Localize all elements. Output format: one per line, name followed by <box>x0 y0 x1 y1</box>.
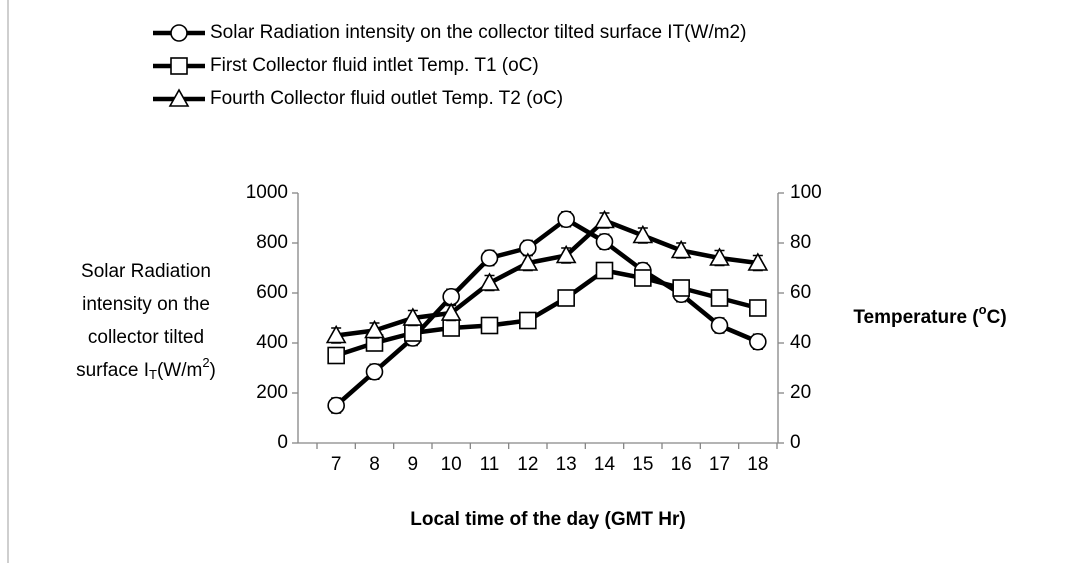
y2-tick-label: 80 <box>790 232 811 253</box>
y-label-sup: 2 <box>202 355 209 370</box>
legend-label: First Collector fluid intlet Temp. T1 (o… <box>210 55 539 76</box>
series-line <box>335 218 759 338</box>
marker <box>480 249 499 267</box>
y-tick-label: 600 <box>256 282 288 303</box>
x-tick-label: 10 <box>441 454 462 475</box>
x-tick-label: 9 <box>408 454 419 475</box>
y-tick-label: 1000 <box>246 182 288 203</box>
marker <box>168 88 190 107</box>
marker <box>555 244 577 264</box>
y-tick-label: 400 <box>256 332 288 353</box>
marker <box>557 210 575 229</box>
marker <box>595 232 614 251</box>
marker <box>479 272 500 291</box>
y-tick-label: 0 <box>277 432 288 453</box>
y-axis-label: Solar Radiation intensity on the collect… <box>76 261 216 382</box>
y2-tick-label: 40 <box>790 332 811 353</box>
marker <box>672 279 690 297</box>
y-tick-label: 200 <box>256 382 288 403</box>
legend-label: Solar Radiation intensity on the collect… <box>210 22 746 43</box>
marker <box>632 224 654 244</box>
marker <box>519 311 537 330</box>
x-tick-label: 15 <box>632 454 653 475</box>
marker <box>747 252 769 271</box>
x-tick-label: 11 <box>480 454 500 475</box>
x-tick-label: 16 <box>671 454 692 475</box>
marker <box>670 239 692 259</box>
y-axis-label-line: Solar Radiation <box>81 261 211 282</box>
y2-tick-label: 60 <box>790 282 811 303</box>
y2-label-sup: o <box>979 302 987 317</box>
series <box>327 261 767 365</box>
x-tick-label: 13 <box>556 454 577 475</box>
series-line <box>334 217 759 408</box>
y-label-sub: T <box>149 367 157 382</box>
x-axis-label: Local time of the day (GMT Hr) <box>410 509 686 530</box>
series-line <box>335 268 759 358</box>
marker <box>327 346 345 365</box>
x-tick-label: 14 <box>594 454 616 475</box>
y2-axis-label: Temperature (oC) <box>853 302 1006 328</box>
marker <box>402 307 424 326</box>
y-axis-label-line: collector tilted <box>88 327 204 348</box>
y2-tick-label: 0 <box>790 432 801 453</box>
y-label-part: (W/m <box>157 360 202 381</box>
marker <box>594 209 615 229</box>
marker <box>710 289 729 307</box>
x-tick-label: 17 <box>709 454 730 475</box>
y2-label-part: C) <box>987 307 1007 328</box>
marker <box>440 302 462 321</box>
x-tick-label: 12 <box>517 454 538 475</box>
y-axis-label-line: surface IT(W/m2) <box>76 355 216 382</box>
y2-tick-label: 100 <box>790 182 822 203</box>
marker <box>364 319 385 339</box>
y2-tick-label: 20 <box>790 382 811 403</box>
marker <box>634 269 652 287</box>
series <box>325 209 769 344</box>
legend-entry: Solar Radiation intensity on the collect… <box>153 22 746 43</box>
legend-label: Fourth Collector fluid outlet Temp. T2 (… <box>210 88 563 109</box>
marker <box>170 57 188 75</box>
legend-entry: Fourth Collector fluid outlet Temp. T2 (… <box>153 88 563 109</box>
y-label-part: surface I <box>76 360 149 381</box>
y-label-part: ) <box>210 360 216 381</box>
x-tick-label: 8 <box>369 454 380 475</box>
x-tick-label: 18 <box>747 454 768 475</box>
marker <box>170 24 188 42</box>
series <box>327 210 767 415</box>
chart-frame <box>7 0 1070 568</box>
marker <box>709 247 730 266</box>
marker <box>480 316 499 335</box>
marker <box>557 289 575 307</box>
marker <box>325 324 347 344</box>
marker <box>710 316 729 335</box>
marker <box>595 261 614 280</box>
marker <box>517 252 539 271</box>
y-axis-label-line: intensity on the <box>82 294 210 315</box>
marker <box>442 319 460 337</box>
marker <box>749 299 767 317</box>
marker <box>327 396 345 415</box>
marker <box>404 324 422 342</box>
marker <box>749 332 767 351</box>
marker <box>365 362 384 381</box>
y2-label-part: Temperature ( <box>853 307 979 328</box>
y-tick-label: 800 <box>256 232 288 253</box>
x-tick-label: 7 <box>331 454 342 475</box>
marker <box>442 287 460 306</box>
legend-entry: First Collector fluid intlet Temp. T1 (o… <box>153 55 539 76</box>
